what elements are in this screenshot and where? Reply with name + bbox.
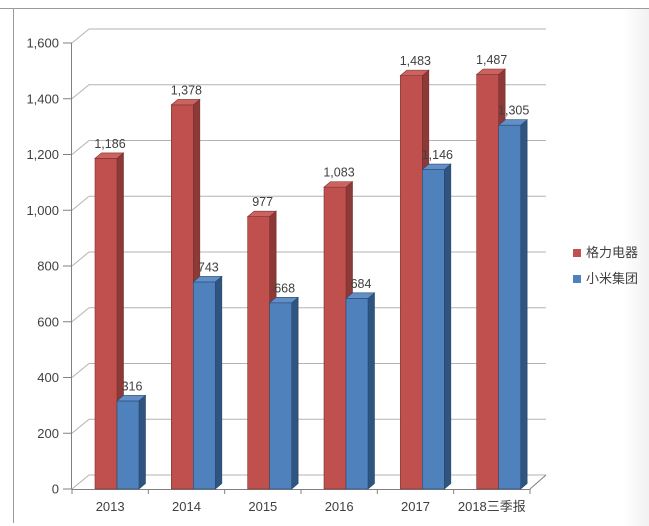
bar-top-face (192, 276, 223, 283)
legend-swatch-icon (573, 249, 581, 257)
x-axis-category-label: 2017 (401, 499, 430, 514)
bar-value-label: 977 (252, 195, 273, 209)
bar-side-face (215, 275, 223, 490)
gridline-depth-connector (71, 195, 90, 211)
gridline-depth-connector (71, 474, 90, 490)
y-axis-tick-label: 200 (37, 426, 59, 441)
bar-side-face (138, 394, 146, 490)
chart-legend: 格力电器 小米集团 (573, 246, 638, 286)
y-axis-tick-label: 1,600 (26, 36, 59, 51)
bar-格力电器-2014 (171, 104, 194, 490)
bar-value-label: 1,378 (171, 83, 202, 97)
page-border-left (13, 8, 14, 523)
bar-小米集团-2013 (116, 400, 140, 490)
y-axis-tick-label: 600 (37, 314, 59, 329)
bar-格力电器-2015 (247, 216, 270, 490)
bar-小米集团-2015 (269, 302, 292, 490)
bar-value-label: 1,186 (94, 137, 125, 151)
bar-side-face (367, 292, 375, 490)
x-axis-category-label: 2016 (325, 499, 354, 514)
bar-top-face (116, 395, 147, 402)
bar-value-label: 1,083 (323, 166, 354, 180)
bar-top-face (475, 68, 506, 75)
gridline-depth-connector (71, 363, 90, 378)
y-axis-tick-label: 1,000 (26, 203, 59, 218)
bar-小米集团-2014 (193, 281, 216, 490)
gridline-depth-connector (71, 251, 90, 267)
bar-value-label: 1,487 (476, 53, 507, 67)
bar-top-face (399, 69, 430, 76)
legend-label: 格力电器 (586, 245, 639, 260)
bar-top-face (170, 99, 201, 106)
bar-top-face (323, 181, 354, 188)
bar-格力电器-2018三季报 (476, 74, 499, 490)
bar-格力电器-2016 (323, 186, 347, 490)
bar-top-face (421, 163, 452, 170)
x-axis-category-label: 2013 (96, 499, 125, 514)
bar-value-label: 743 (198, 260, 219, 274)
bar-side-face (444, 163, 452, 490)
bar-value-label: 668 (274, 281, 295, 295)
bar-value-label: 316 (122, 379, 143, 393)
y-axis-tick-label: 1,400 (26, 91, 59, 106)
y-axis-tick-label: 1,200 (26, 147, 59, 162)
bar-value-label: 1,146 (422, 148, 453, 162)
bar-value-label: 684 (351, 277, 372, 291)
bar-top-face (94, 152, 125, 159)
legend-item: 小米集团 (573, 272, 638, 286)
y-axis-tick-label: 0 (52, 482, 59, 497)
legend-swatch-icon (573, 275, 581, 283)
floor-right-edge (529, 474, 547, 490)
x-axis-category-label: 2014 (172, 499, 201, 514)
bar-top-face (268, 296, 299, 304)
bar-小米集团-2017 (422, 169, 445, 490)
bar-格力电器-2013 (94, 158, 118, 490)
gridline-depth-connector (71, 28, 90, 44)
bar-小米集团-2018三季报 (498, 124, 521, 490)
page-border-top (0, 8, 649, 9)
bar-小米集团-2016 (345, 298, 369, 490)
x-axis-category-label: 2015 (248, 499, 277, 514)
bar-value-label: 1,305 (498, 104, 529, 118)
y-axis-tick-label: 800 (37, 259, 59, 274)
gridline-depth-connector (71, 418, 90, 434)
bar-side-face (520, 119, 528, 490)
legend-label: 小米集团 (586, 271, 639, 286)
bar-格力电器-2017 (400, 75, 423, 490)
gridline-depth-connector (71, 140, 90, 155)
gridline-depth-connector (71, 84, 90, 100)
y-axis-tick-label: 400 (37, 370, 59, 385)
gridline-depth-connector (71, 307, 90, 323)
bar-top-face (497, 119, 528, 126)
bar-side-face (291, 296, 299, 490)
bar-top-face (246, 210, 277, 217)
bar-top-face (345, 292, 376, 299)
x-axis-category-label: 2018三季报 (458, 499, 526, 514)
legend-item: 格力电器 (573, 246, 638, 260)
bar-value-label: 1,483 (400, 54, 431, 68)
